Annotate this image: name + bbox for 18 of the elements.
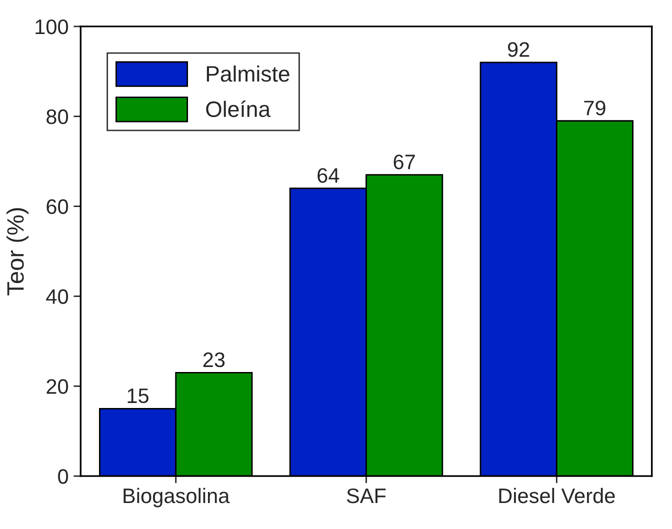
x-tick-label: Biogasolina (124, 488, 230, 508)
y-tick-label: 60 (46, 199, 68, 214)
data-label: 23 (203, 352, 225, 368)
data-label: 79 (584, 100, 606, 116)
x-tick-label: Diesel Verde (499, 488, 615, 504)
data-label: 15 (128, 388, 148, 404)
y-tick-label: 80 (46, 109, 68, 124)
data-label: 92 (508, 42, 530, 57)
x-tick-label: SAF (346, 488, 386, 504)
y-tick-label: 40 (46, 289, 68, 304)
y-axis-title: Teor (%) (6, 208, 29, 296)
y-tick-label: 100 (36, 19, 68, 34)
y-tick-label: 0 (58, 469, 68, 484)
data-label: 64 (318, 168, 340, 183)
legend-label: Palmiste (206, 65, 290, 82)
legend-label: Oleína (206, 100, 271, 118)
y-tick-label: 20 (46, 379, 68, 394)
data-label: 67 (394, 154, 415, 170)
